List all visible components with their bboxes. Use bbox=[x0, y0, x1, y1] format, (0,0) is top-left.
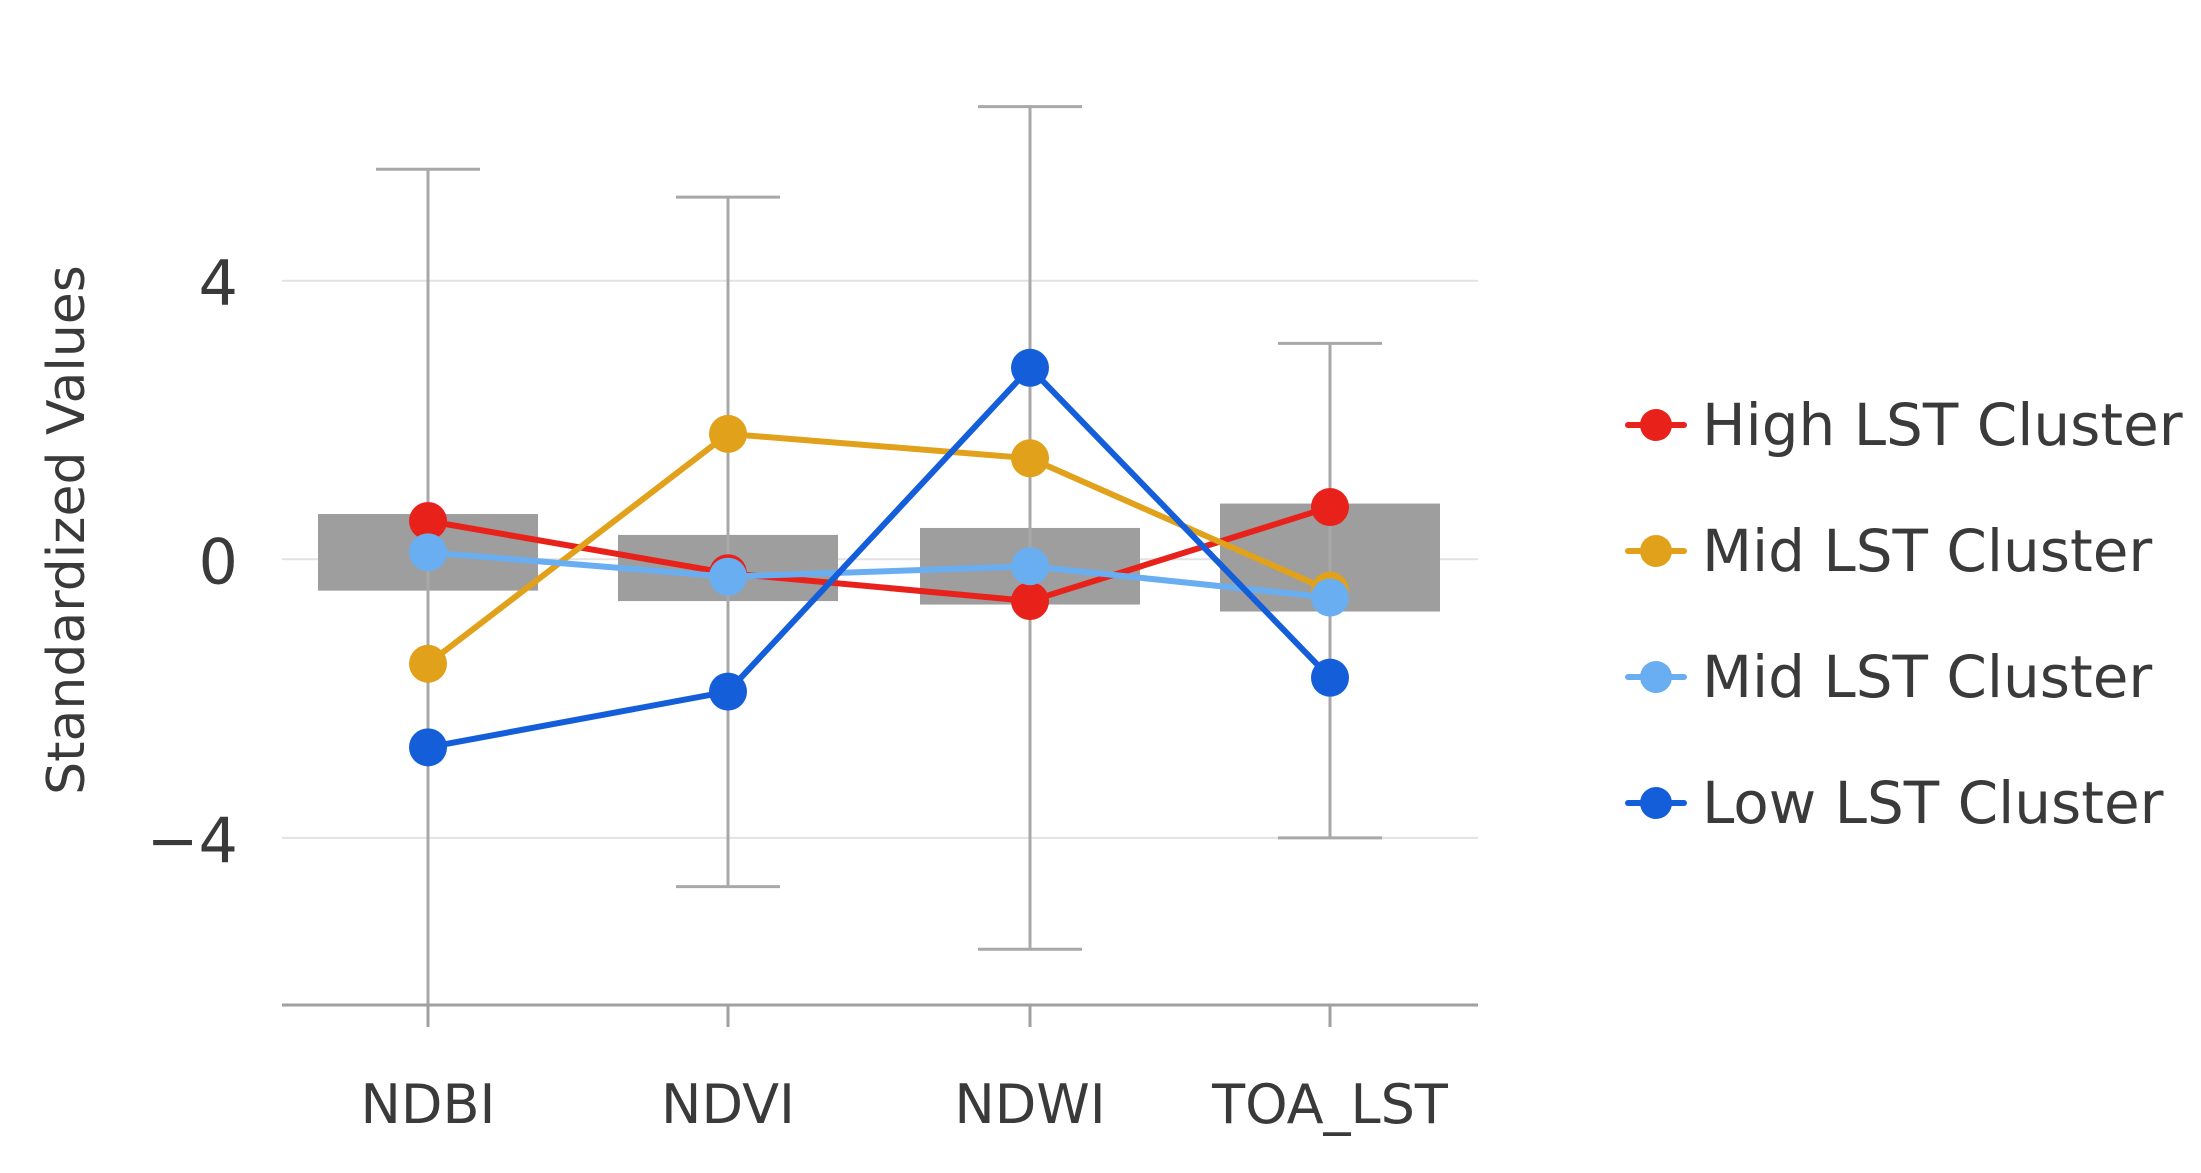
series-line bbox=[425, 364, 1333, 751]
series-point bbox=[1011, 547, 1049, 586]
series-point bbox=[1011, 348, 1049, 387]
series-point bbox=[1311, 578, 1349, 617]
legend-label: Mid LST Cluster bbox=[1702, 517, 2152, 585]
series-point bbox=[409, 728, 447, 767]
y-tick-label: −4 bbox=[147, 804, 238, 877]
legend-label: Low LST Cluster bbox=[1702, 769, 2164, 837]
series-line bbox=[425, 504, 1333, 605]
legend-item: Low LST Cluster bbox=[1625, 769, 2164, 837]
x-tick-label: TOA_LST bbox=[1211, 1073, 1449, 1136]
legend-item: High LST Cluster bbox=[1625, 391, 2183, 459]
y-tick-labels: −4 0 4 bbox=[147, 247, 238, 877]
series-point bbox=[709, 414, 747, 453]
legend-marker bbox=[1640, 661, 1672, 693]
series-line bbox=[425, 549, 1333, 601]
series-point bbox=[1311, 658, 1349, 697]
legend-item: Mid LST Cluster bbox=[1625, 517, 2152, 585]
x-tick-label: NDBI bbox=[361, 1073, 496, 1136]
series-point bbox=[709, 557, 747, 596]
y-tick-label: 0 bbox=[199, 525, 238, 598]
series-lines bbox=[409, 348, 1349, 767]
legend-marker bbox=[1640, 787, 1672, 819]
x-tick-labels: NDBI NDVI NDWI TOA_LST bbox=[361, 1073, 1449, 1136]
series-point bbox=[1011, 439, 1049, 478]
legend-marker bbox=[1640, 535, 1672, 567]
series-point bbox=[709, 672, 747, 711]
legend: High LST Cluster Mid LST Cluster Mid LST C… bbox=[1625, 391, 2183, 837]
series-point bbox=[1311, 488, 1349, 527]
series-point bbox=[1011, 582, 1049, 621]
x-axis bbox=[282, 1003, 1478, 1027]
legend-label: Mid LST Cluster bbox=[1702, 643, 2152, 711]
x-tick-label: NDVI bbox=[661, 1073, 795, 1136]
whiskers bbox=[376, 105, 1382, 1005]
series bbox=[409, 348, 1349, 767]
legend-label: High LST Cluster bbox=[1702, 391, 2183, 459]
series-point bbox=[409, 533, 447, 572]
series-point bbox=[409, 501, 447, 540]
x-tick-label: NDWI bbox=[954, 1073, 1105, 1136]
legend-item: Mid LST Cluster bbox=[1625, 643, 2152, 711]
series bbox=[409, 533, 1349, 617]
legend-marker bbox=[1640, 409, 1672, 441]
y-axis-title: Standardized Values bbox=[37, 265, 97, 795]
series-point bbox=[409, 644, 447, 683]
y-tick-label: 4 bbox=[199, 247, 238, 320]
